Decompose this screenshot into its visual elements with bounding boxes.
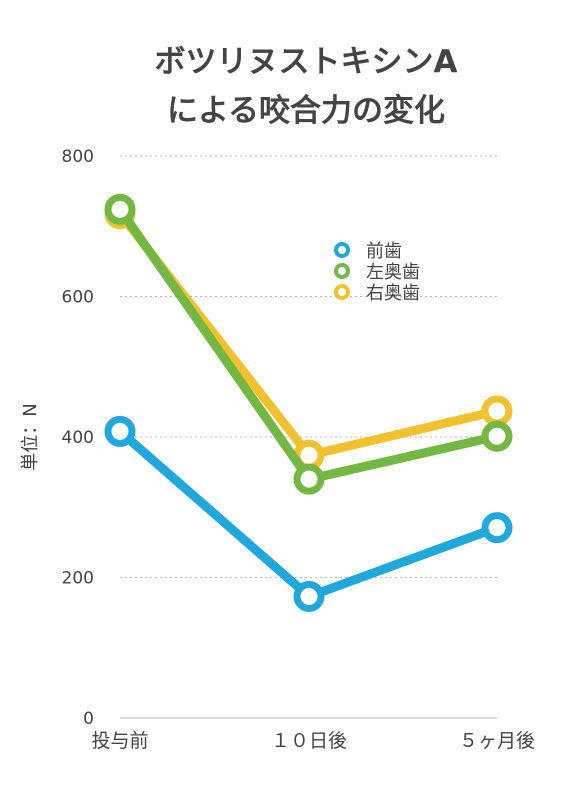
x-tick-label: １０日後	[271, 730, 347, 752]
series-1	[104, 415, 513, 612]
y-tick-label: 400	[62, 428, 94, 448]
legend-label: 右奥歯	[366, 283, 420, 304]
y-tick-label: 600	[62, 288, 94, 308]
legend-marker	[334, 263, 350, 279]
y-tick-label: 0	[83, 709, 94, 729]
x-tick-label: 投与前	[91, 730, 148, 752]
chart-title-line-2: による咬合力の変化	[167, 93, 445, 129]
y-axis-ticks: 0 200 400 600 800	[62, 147, 94, 729]
data-point	[481, 512, 513, 544]
legend-marker	[334, 242, 350, 258]
legend-label: 前歯	[366, 241, 402, 262]
y-tick-label: 200	[62, 569, 94, 589]
x-tick-label: ５ヶ月後	[459, 730, 535, 752]
legend-label: 左奥歯	[366, 262, 420, 283]
data-point	[481, 420, 513, 452]
chart-title-line-1: ボツリヌストキシンA	[155, 44, 458, 80]
data-point	[104, 193, 136, 225]
legend-marker	[334, 284, 350, 300]
series-3	[104, 198, 513, 471]
y-axis-label: 単位：N	[20, 403, 41, 470]
series	[104, 193, 513, 612]
grid	[120, 155, 497, 719]
series-2	[104, 193, 513, 495]
series-line	[115, 209, 502, 460]
data-point	[293, 580, 325, 612]
x-axis-ticks: 投与前 １０日後 ５ヶ月後	[91, 730, 535, 752]
data-point	[104, 415, 136, 447]
y-tick-label: 800	[62, 147, 94, 167]
chart-title: ボツリヌストキシンA による咬合力の変化	[155, 44, 458, 129]
series-line	[115, 204, 502, 484]
data-point	[481, 395, 513, 427]
data-point	[293, 463, 325, 495]
